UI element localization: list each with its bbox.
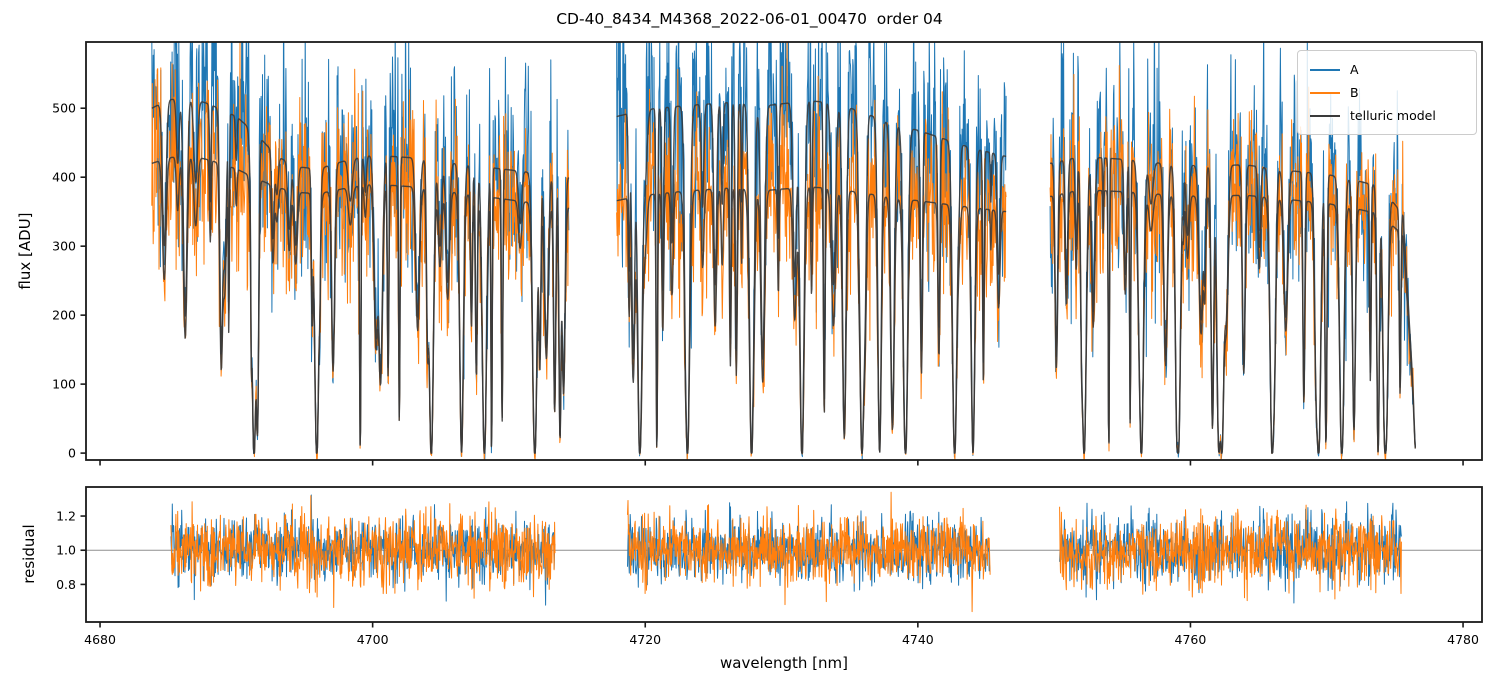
legend-entry-a: A: [1306, 58, 1466, 81]
figure-title: CD-40_8434_M4368_2022-06-01_00470 order …: [556, 10, 943, 28]
legend: A B telluric model: [1297, 50, 1477, 135]
residual-panel-frame: [85, 486, 1483, 623]
flux-tick-label: 200: [52, 308, 76, 323]
residual-tick-label: 1.2: [56, 509, 76, 524]
telluric-model-line-swatch: [1310, 114, 1340, 117]
legend-label-telluric: telluric model: [1350, 108, 1436, 123]
flux-panel-frame: [85, 41, 1483, 461]
residual-tick-label: 0.8: [56, 577, 76, 592]
flux-axis-label: flux [ADU]: [16, 212, 34, 290]
legend-label-b: B: [1350, 85, 1359, 100]
legend-label-a: A: [1350, 62, 1359, 77]
series-b-line-swatch: [1310, 91, 1340, 94]
flux-tick-label: 100: [52, 377, 76, 392]
x-tick-label: 4680: [84, 632, 116, 647]
legend-entry-b: B: [1306, 81, 1466, 104]
x-axis-label: wavelength [nm]: [720, 654, 848, 672]
residual-axis-label: residual: [20, 524, 38, 584]
x-tick-label: 4760: [1175, 632, 1207, 647]
residual-b-segment-2: [627, 491, 991, 613]
axes-decorations: 4680 4700 4720 4740 4760 4780 0 100 200 300 400 500…: [52, 41, 1483, 647]
residual-b-segment-1: [170, 495, 556, 608]
series-a-line-swatch: [1310, 68, 1340, 71]
x-tick-label: 4780: [1447, 632, 1479, 647]
residual-panel-data: [86, 491, 1482, 613]
x-tick-label: 4700: [357, 632, 389, 647]
x-tick-label: 4720: [629, 632, 661, 647]
flux-tick-label: 400: [52, 170, 76, 185]
telluric-model-b-segment-2: [616, 186, 1007, 454]
flux-tick-label: 0: [68, 446, 76, 461]
telluric-model-b-segment-1: [151, 156, 570, 454]
residual-b-segment-3: [1059, 504, 1402, 602]
legend-entry-telluric: telluric model: [1306, 104, 1466, 127]
residual-tick-label: 1.0: [56, 543, 76, 558]
x-tick-label: 4740: [902, 632, 934, 647]
flux-tick-label: 500: [52, 101, 76, 116]
flux-tick-label: 300: [52, 239, 76, 254]
telluric-model-b-segment-3: [1049, 189, 1416, 454]
flux-panel-data: [151, 42, 1416, 460]
